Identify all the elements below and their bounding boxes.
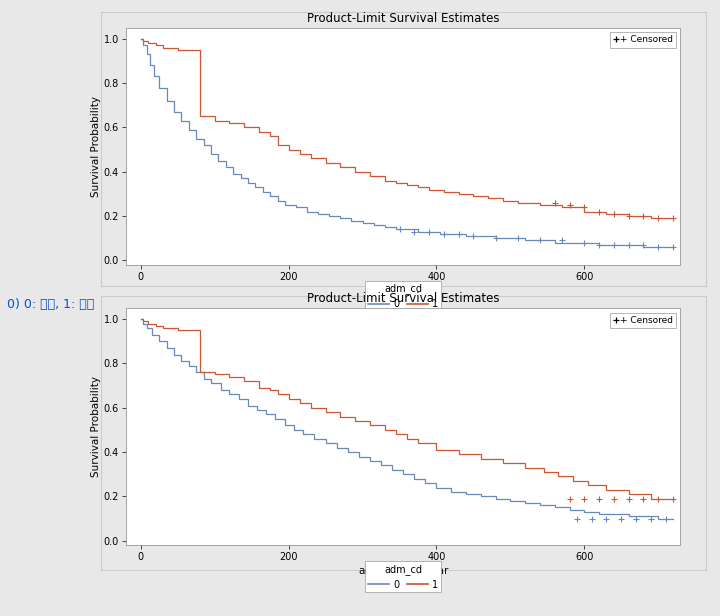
- X-axis label: dt_term: dt_term: [383, 285, 423, 296]
- Text: 0) 0: 경구, 1: 주사: 0) 0: 경구, 1: 주사: [7, 298, 94, 312]
- Title: Product-Limit Survival Estimates: Product-Limit Survival Estimates: [307, 293, 500, 306]
- X-axis label: adherence_2year: adherence_2year: [358, 565, 449, 576]
- Legend: 0, 1: 0, 1: [365, 561, 441, 593]
- Legend: 0, 1: 0, 1: [365, 281, 441, 312]
- Y-axis label: Survival Probability: Survival Probability: [91, 96, 101, 197]
- Title: Product-Limit Survival Estimates: Product-Limit Survival Estimates: [307, 12, 500, 25]
- Y-axis label: Survival Probability: Survival Probability: [91, 376, 101, 477]
